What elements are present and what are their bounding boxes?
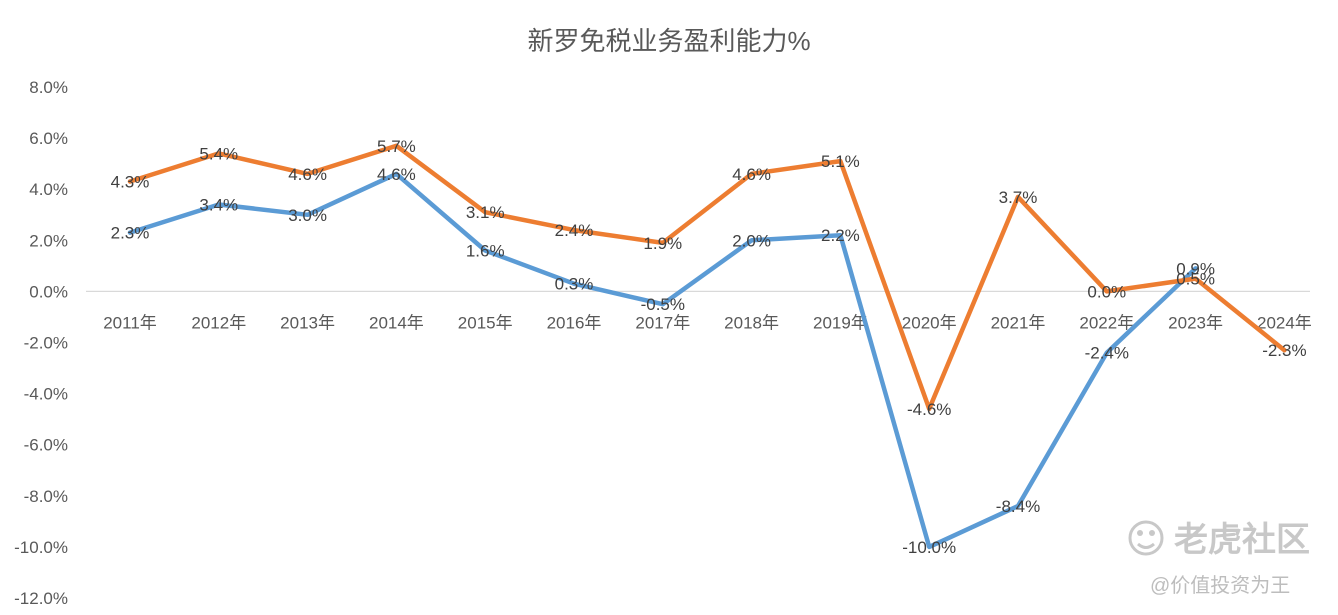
- chart-title: 新罗免税业务盈利能力%: [527, 26, 810, 56]
- y-tick-label: 8.0%: [29, 78, 68, 97]
- y-tick-label: 0.0%: [29, 282, 68, 301]
- axis-layer: 8.0% 6.0% 4.0% 2.0% 0.0% -2.0% -4.0% -6.0% -8.0%…: [14, 78, 1312, 608]
- y-tick-label: 4.0%: [29, 180, 68, 199]
- data-label: 0.9%: [1176, 259, 1215, 278]
- x-tick-label: 2024年: [1257, 313, 1312, 332]
- data-label: 1.6%: [466, 242, 505, 261]
- data-label: 5.7%: [377, 137, 416, 156]
- x-tick-label: 2022年: [1079, 313, 1134, 332]
- x-tick-label: 2019年: [813, 313, 868, 332]
- data-label: -2.3%: [1262, 341, 1306, 360]
- data-label: 0.5%: [1176, 270, 1215, 289]
- x-tick-label: 2014年: [369, 313, 424, 332]
- data-label: 4.6%: [288, 165, 327, 184]
- y-tick-label: -12.0%: [14, 589, 68, 608]
- data-label: 3.7%: [999, 188, 1038, 207]
- data-label: 3.1%: [466, 203, 505, 222]
- x-tick-label: 2011年: [103, 313, 157, 332]
- series-layer: [127, 143, 1287, 550]
- data-label: -2.4%: [1085, 344, 1129, 363]
- x-tick-label: 2023年: [1168, 313, 1223, 332]
- x-tick-label: 2012年: [191, 313, 246, 332]
- y-tick-label: 2.0%: [29, 231, 68, 250]
- x-tick-label: 2017年: [635, 313, 690, 332]
- data-label: 2.0%: [732, 231, 771, 250]
- data-label: 1.9%: [643, 234, 682, 253]
- data-label: 5.1%: [821, 152, 860, 171]
- data-label: 3.0%: [288, 206, 327, 225]
- data-label: 0.3%: [555, 275, 594, 294]
- x-tick-label: 2016年: [547, 313, 602, 332]
- data-label: -10.0%: [902, 538, 956, 557]
- data-label: 0.0%: [1087, 282, 1126, 301]
- watermark-brand: 老虎社区: [1174, 521, 1310, 559]
- y-tick-label: 6.0%: [29, 129, 68, 148]
- tiger-logo-icon: [1128, 520, 1164, 556]
- x-tick-label: 2015年: [458, 313, 513, 332]
- x-tick-label: 2020年: [902, 313, 957, 332]
- data-label: -0.5%: [641, 295, 685, 314]
- y-tick-label: -10.0%: [14, 538, 68, 557]
- x-tick-label: 2013年: [280, 313, 335, 332]
- data-label: 4.3%: [111, 173, 150, 192]
- x-tick-label: 2018年: [724, 313, 779, 332]
- data-label: 2.3%: [111, 224, 150, 243]
- x-tick-label: 2021年: [991, 313, 1046, 332]
- watermark: 老虎社区 @价值投资为王: [1128, 520, 1310, 597]
- data-label: -4.6%: [907, 400, 951, 419]
- data-label: 2.2%: [821, 226, 860, 245]
- y-tick-label: -8.0%: [24, 487, 68, 506]
- y-tick-label: -2.0%: [24, 334, 68, 353]
- series-line-2: [127, 143, 1287, 412]
- watermark-author: @价值投资为王: [1150, 574, 1290, 597]
- data-label: 2.4%: [555, 221, 594, 240]
- data-label: 4.6%: [377, 165, 416, 184]
- data-label: 5.4%: [199, 144, 238, 163]
- data-label: 4.6%: [732, 165, 771, 184]
- data-label-layer: 2.3% 3.4% 3.0% 4.6% 1.6% 0.3% -0.5% 2.0% 2.2% -10…: [111, 137, 1307, 557]
- y-tick-label: -6.0%: [24, 436, 68, 455]
- data-label: -8.4%: [996, 497, 1040, 516]
- series-line-1: [127, 171, 1198, 550]
- data-label: 3.4%: [199, 196, 238, 215]
- y-tick-label: -4.0%: [24, 385, 68, 404]
